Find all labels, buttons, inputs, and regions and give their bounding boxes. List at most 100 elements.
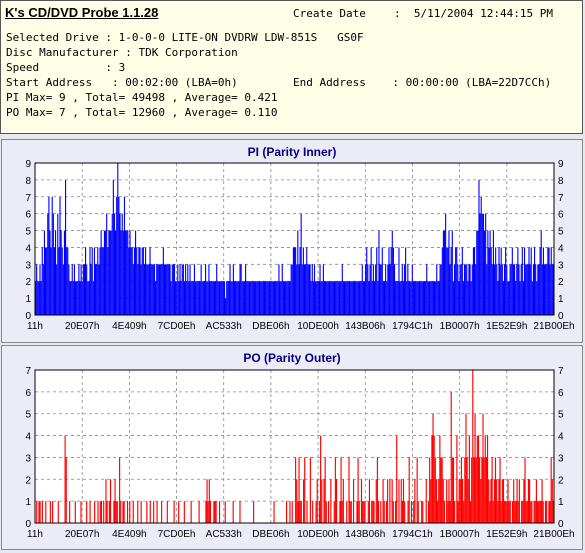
po-bar <box>529 479 531 523</box>
pi-bar <box>381 247 383 315</box>
pi-bar <box>117 163 119 315</box>
pi-bar <box>421 281 423 315</box>
pi-bar <box>151 264 153 315</box>
po-bar <box>209 501 212 523</box>
po-bar <box>517 501 519 523</box>
po-bar <box>435 479 438 523</box>
po-chart-panel: PO (Parity Outer) 0 0 1 1 2 2 3 3 4 4 5 5 6 6 7 7 11h 20E0… <box>1 345 583 550</box>
pi-bar <box>88 281 90 315</box>
po-bar <box>363 501 365 523</box>
pi-bar <box>490 247 492 315</box>
pi-bar <box>40 281 42 315</box>
pi-bar <box>426 264 428 315</box>
pi-y-tick-label-right: 9 <box>558 159 564 170</box>
pi-bar <box>106 213 108 315</box>
pi-plot-frame <box>34 162 555 316</box>
pi-bar <box>398 247 400 315</box>
po-x-tick-label: 1794C1h <box>392 529 433 540</box>
po-bar <box>472 370 474 523</box>
po-bar <box>206 479 208 523</box>
pi-bar <box>168 264 170 315</box>
po-y-tick-label-left: 0 <box>25 519 31 530</box>
pi-bar <box>396 281 398 315</box>
pi-bar <box>343 281 346 315</box>
pi-bar <box>46 247 48 315</box>
po-bar <box>89 501 91 523</box>
po-chart: PO (Parity Outer) 0 0 1 1 2 2 3 3 4 4 5 5 6 6 7 7 11h 20E0… <box>25 351 574 540</box>
po-bar <box>299 501 301 523</box>
pi-y-tick-label-right: 4 <box>558 243 564 254</box>
pi-bar <box>143 264 146 315</box>
po-bar <box>400 479 402 523</box>
pi-bar <box>217 281 219 315</box>
pi-bar <box>97 247 99 315</box>
pi-bar <box>125 230 127 315</box>
pi-bar <box>475 264 477 315</box>
pi-bar <box>392 247 394 315</box>
po-bar <box>36 501 38 523</box>
pi-y-tick-label-left: 1 <box>25 294 31 305</box>
pi-bar <box>219 281 221 315</box>
po-bar <box>468 435 470 523</box>
po-bar <box>321 479 323 523</box>
pi-x-tick-label: 11h <box>27 321 43 332</box>
po-bar <box>324 457 326 523</box>
pi-bar <box>45 247 47 315</box>
pi-bar <box>299 247 301 315</box>
pi-bar <box>373 281 376 315</box>
po-bar <box>86 501 88 523</box>
pi-bar <box>123 196 126 315</box>
po-bar <box>502 479 505 523</box>
pi-bar <box>536 281 538 315</box>
po-bar <box>218 501 221 523</box>
po-bar <box>432 413 434 523</box>
pi-bar <box>98 264 100 315</box>
po-bar <box>513 479 515 523</box>
pi-bar <box>103 230 106 315</box>
pi-bar <box>71 264 73 315</box>
pi-bar <box>316 281 318 315</box>
po-bar <box>214 501 216 523</box>
po-bar <box>491 457 493 523</box>
pi-bar <box>253 281 256 315</box>
pi-bar <box>408 281 410 315</box>
pi-bar <box>329 281 331 315</box>
pi-bar <box>141 247 143 315</box>
po-bar <box>464 457 466 523</box>
po-bar <box>323 479 325 523</box>
po-bar <box>515 501 517 523</box>
pi-chart: PI (Parity Inner) 0 0 1 1 2 2 3 3 4 4 5 5 6 6 7 7 8 8 9 9 11h… <box>25 145 574 332</box>
po-bar <box>469 501 472 523</box>
pi-bar <box>296 264 298 315</box>
pi-bar <box>68 264 70 315</box>
info-panel: K's CD/DVD Probe 1.1.28 Create Date : 5/… <box>0 0 583 134</box>
pi-bar <box>249 281 251 315</box>
pi-bar <box>41 247 43 315</box>
po-bar <box>208 479 210 523</box>
pi-bar <box>255 281 257 315</box>
po-bar <box>480 479 482 523</box>
po-bar <box>306 501 308 523</box>
pi-bar <box>517 247 519 315</box>
pi-bar <box>542 247 544 315</box>
po-bar <box>190 501 192 523</box>
pi-bar <box>365 264 367 315</box>
pi-bar <box>213 281 216 315</box>
pi-bar <box>538 264 540 315</box>
po-bar <box>368 479 371 523</box>
pi-bar <box>121 213 123 315</box>
pi-bar <box>405 247 407 315</box>
pi-bar <box>282 281 284 315</box>
po-bar <box>479 457 481 523</box>
pi-bar <box>422 281 424 315</box>
po-bar <box>116 501 118 523</box>
po-bar <box>523 479 525 523</box>
po-x-tick-label: 7CD0Eh <box>158 529 196 540</box>
po-bar <box>113 501 115 523</box>
pi-bar <box>272 281 274 315</box>
pi-bar <box>376 247 378 315</box>
po-bar <box>273 501 275 523</box>
po-bar <box>372 501 374 523</box>
pi-bar <box>520 264 522 315</box>
pi-y-tick-label-left: 4 <box>25 243 31 254</box>
